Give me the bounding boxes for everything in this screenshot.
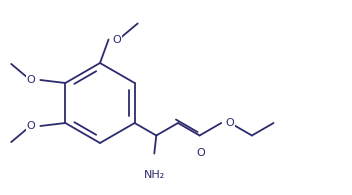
- Text: NH₂: NH₂: [144, 169, 165, 180]
- Text: O: O: [27, 121, 35, 131]
- Text: O: O: [113, 35, 121, 44]
- Text: O: O: [27, 75, 35, 85]
- Text: O: O: [196, 149, 205, 159]
- Text: O: O: [225, 118, 234, 128]
